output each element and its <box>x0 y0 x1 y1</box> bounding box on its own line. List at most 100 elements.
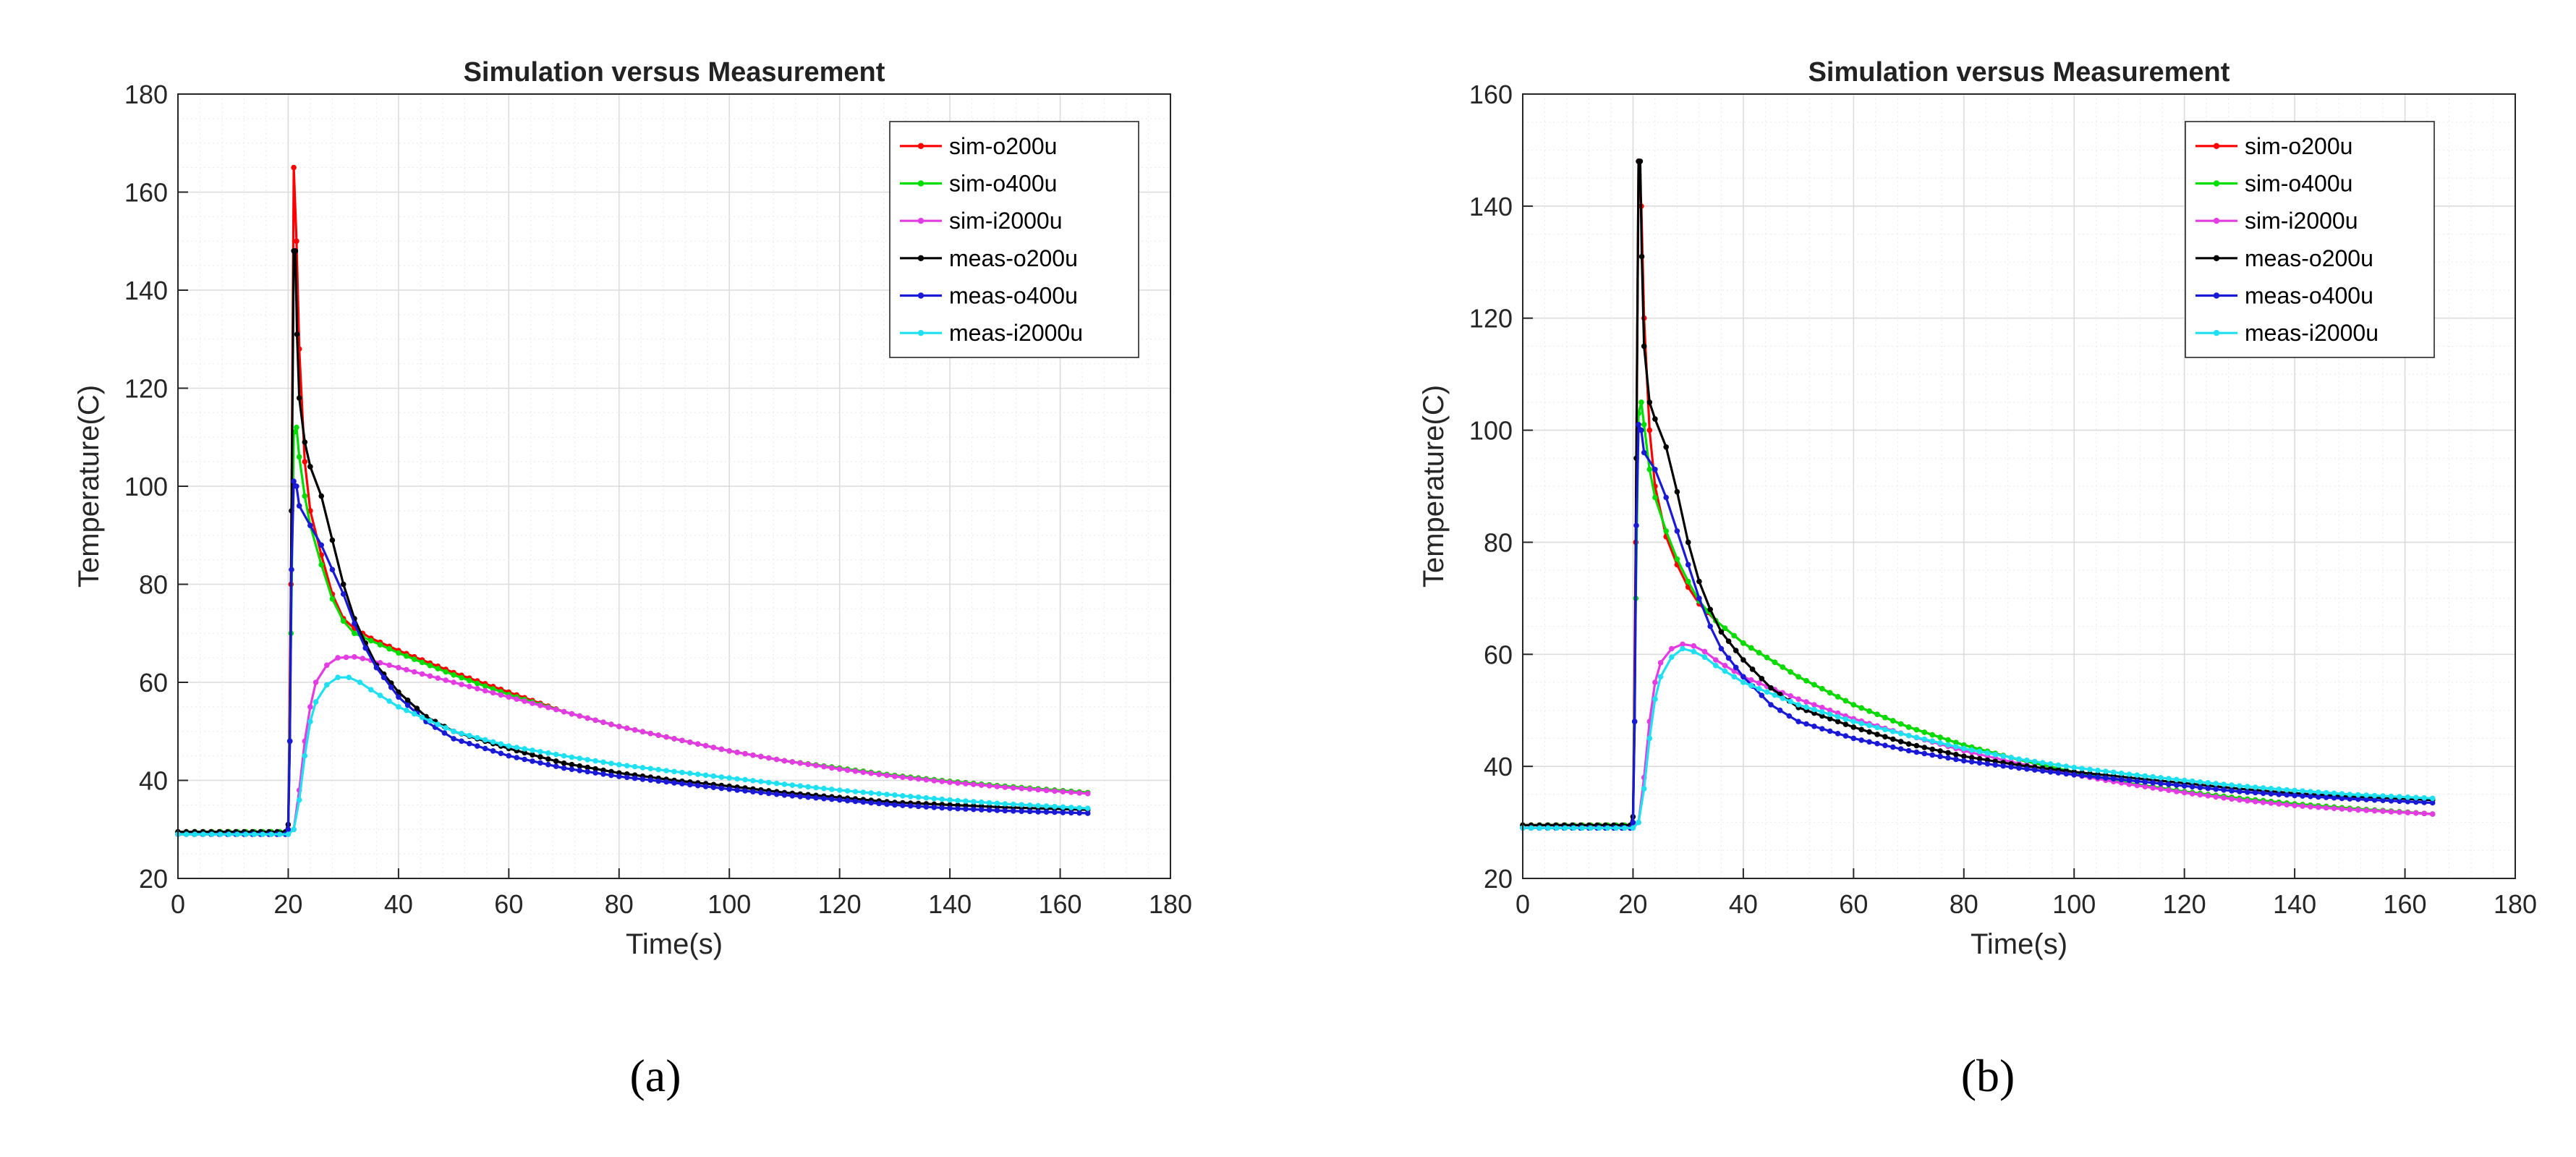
data-point <box>1035 787 1041 793</box>
data-point <box>2039 768 2046 774</box>
data-point <box>296 503 302 509</box>
data-point <box>892 802 898 808</box>
y-tick-label: 60 <box>1484 640 1513 669</box>
series-layer <box>1520 158 2436 831</box>
data-point <box>522 750 527 756</box>
data-point <box>2150 774 2156 780</box>
data-point <box>335 674 341 680</box>
data-point <box>1976 748 1983 755</box>
y-tick-label: 100 <box>124 472 168 501</box>
data-point <box>1835 713 1841 720</box>
data-point <box>1768 685 1774 691</box>
data-point <box>482 745 488 752</box>
data-point <box>1929 732 1935 738</box>
data-point <box>553 706 559 713</box>
data-point <box>522 746 527 752</box>
data-point <box>836 787 843 793</box>
data-point <box>285 831 292 837</box>
data-point <box>200 831 207 837</box>
data-point <box>329 596 336 602</box>
data-point <box>1772 659 1778 666</box>
data-point <box>805 784 811 790</box>
data-point <box>1691 643 1697 649</box>
y-tick-label: 180 <box>124 80 168 109</box>
data-point <box>2316 794 2321 800</box>
data-point <box>1945 750 1951 756</box>
data-point <box>1637 158 1644 164</box>
data-point <box>289 567 294 572</box>
data-point <box>2308 804 2313 810</box>
data-point <box>2300 793 2305 799</box>
data-point <box>1788 693 1793 699</box>
series-layer <box>175 164 1091 837</box>
data-point <box>1536 825 1543 831</box>
data-point <box>1945 737 1951 743</box>
data-point <box>1842 721 1849 727</box>
data-point <box>1768 702 1774 708</box>
data-point <box>585 757 590 763</box>
data-point <box>1842 698 1849 704</box>
data-point <box>1858 726 1864 733</box>
legend-item-sim-o200u: sim-o200u <box>900 133 1057 159</box>
data-point <box>537 754 543 760</box>
data-point <box>2213 781 2219 787</box>
data-point <box>577 713 583 719</box>
data-point <box>2189 784 2195 790</box>
data-point <box>2205 785 2211 792</box>
data-point <box>302 459 308 465</box>
y-tick-label: 40 <box>139 766 168 796</box>
data-point <box>545 761 551 768</box>
data-point <box>1819 726 1825 732</box>
data-point <box>2095 774 2101 780</box>
data-point <box>1052 809 1058 815</box>
data-point <box>892 774 898 779</box>
data-point <box>1890 736 1896 742</box>
data-point <box>1866 708 1872 714</box>
data-point <box>286 738 293 745</box>
data-point <box>773 780 780 787</box>
data-point <box>1827 707 1833 713</box>
data-point <box>324 682 330 688</box>
ticks: 0 20 40 60 80 100 120 140 160 1802040608010012014… <box>1469 80 2537 919</box>
data-point <box>632 763 638 770</box>
data-point <box>1060 789 1066 794</box>
data-point <box>467 732 472 739</box>
data-point <box>1850 702 1857 708</box>
data-point <box>836 797 843 803</box>
data-point <box>553 763 559 769</box>
data-point <box>313 679 319 685</box>
data-point <box>352 620 357 627</box>
data-point <box>2339 791 2345 797</box>
data-point <box>892 792 898 798</box>
data-point <box>986 807 992 813</box>
data-point <box>876 771 882 777</box>
data-point <box>592 717 598 724</box>
data-point <box>1913 749 1920 755</box>
data-point <box>1795 696 1801 702</box>
data-point <box>2380 808 2386 814</box>
data-point <box>459 682 464 687</box>
x-tick-label: 120 <box>818 889 862 919</box>
data-point <box>1953 739 1959 745</box>
legend-item-meas-o200u: meas-o200u <box>2195 245 2373 271</box>
data-point <box>443 725 449 731</box>
data-point <box>1011 808 1016 814</box>
data-point <box>2205 793 2211 799</box>
y-tick-label: 20 <box>1484 864 1513 894</box>
data-point <box>1759 692 1765 698</box>
data-point <box>2221 787 2227 793</box>
data-point <box>2245 797 2250 804</box>
data-point <box>1835 719 1841 724</box>
data-point <box>2252 789 2258 796</box>
data-point <box>302 439 308 445</box>
data-point <box>2166 776 2172 781</box>
data-point <box>1713 657 1719 663</box>
data-point <box>2323 794 2329 800</box>
data-point <box>2363 797 2369 802</box>
data-point <box>1786 713 1793 719</box>
data-point <box>291 826 297 833</box>
data-point <box>1961 758 1967 764</box>
data-point <box>600 759 606 766</box>
data-point <box>1011 785 1016 791</box>
data-point <box>963 781 969 787</box>
